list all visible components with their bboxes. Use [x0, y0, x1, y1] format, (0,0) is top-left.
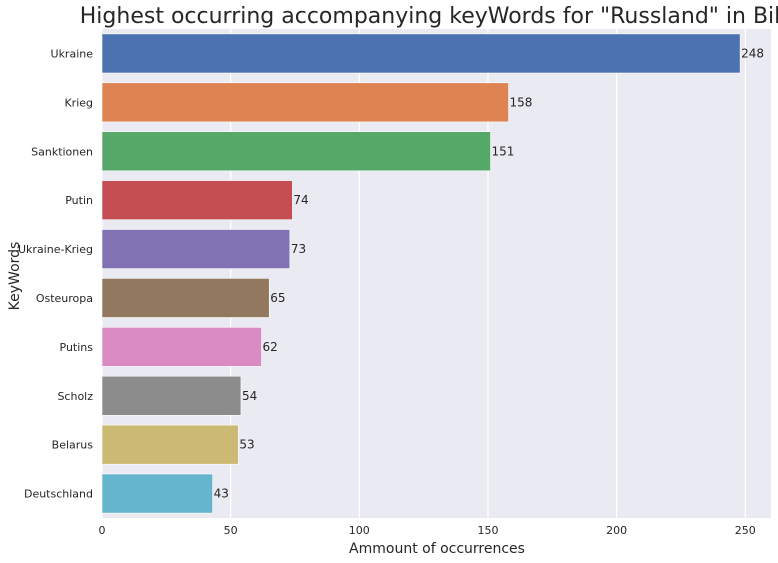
- bar-value-label: 65: [270, 291, 285, 305]
- y-tick-label: Belarus: [52, 439, 94, 452]
- x-tick-label: 100: [349, 524, 370, 537]
- bar-ukraine-krieg: [101, 229, 291, 269]
- y-tick-label: Sanktionen: [31, 145, 93, 158]
- bar-putin: [101, 180, 293, 221]
- y-tick-label: Putin: [65, 194, 93, 207]
- bar-value-label: 151: [492, 144, 515, 158]
- y-tick-label: Deutschland: [24, 488, 93, 501]
- y-tick-label: Ukraine: [51, 47, 94, 60]
- bar-putins: [101, 326, 262, 367]
- bars: 248 158 151 74 73 65 62 54 53 43: [101, 33, 764, 514]
- x-tick-label: 150: [477, 524, 498, 537]
- y-tick-label: Ukraine-Krieg: [18, 243, 93, 256]
- y-tick-label: Scholz: [57, 390, 93, 403]
- bar-value-label: 248: [741, 46, 764, 60]
- bar-value-label: 73: [291, 242, 306, 256]
- bar-value-label: 62: [263, 340, 278, 354]
- x-tick-label: 250: [735, 524, 756, 537]
- bar-value-label: 74: [293, 193, 308, 207]
- bar-value-label: 158: [510, 95, 533, 109]
- y-axis-label: KeyWords: [7, 242, 23, 311]
- x-axis-label: Ammount of occurrences: [349, 541, 525, 557]
- chart-title: Highest occurring accompanying keyWords …: [80, 4, 778, 29]
- x-axis-ticks: 0 50 100 150 200 250: [99, 524, 756, 537]
- bar-sanktionen: [101, 131, 491, 172]
- bar-value-label: 53: [239, 438, 254, 452]
- bar-value-label: 43: [214, 487, 229, 501]
- y-axis-ticks: Ukraine Krieg Sanktionen Putin Ukraine-Krieg…: [18, 47, 93, 500]
- bar-scholz: [101, 375, 242, 416]
- bar-value-label: 54: [242, 389, 257, 403]
- x-tick-label: 0: [99, 524, 106, 537]
- y-tick-label: Putins: [60, 341, 94, 354]
- bar-belarus: [101, 424, 239, 465]
- x-tick-label: 200: [606, 524, 627, 537]
- bar-deutschland: [101, 473, 213, 514]
- x-tick-label: 50: [224, 524, 238, 537]
- y-tick-label: Krieg: [64, 96, 93, 109]
- bar-osteuropa: [101, 278, 270, 318]
- y-tick-label: Osteuropa: [36, 292, 93, 305]
- bar-ukraine: [101, 33, 741, 74]
- bar-krieg: [101, 82, 509, 123]
